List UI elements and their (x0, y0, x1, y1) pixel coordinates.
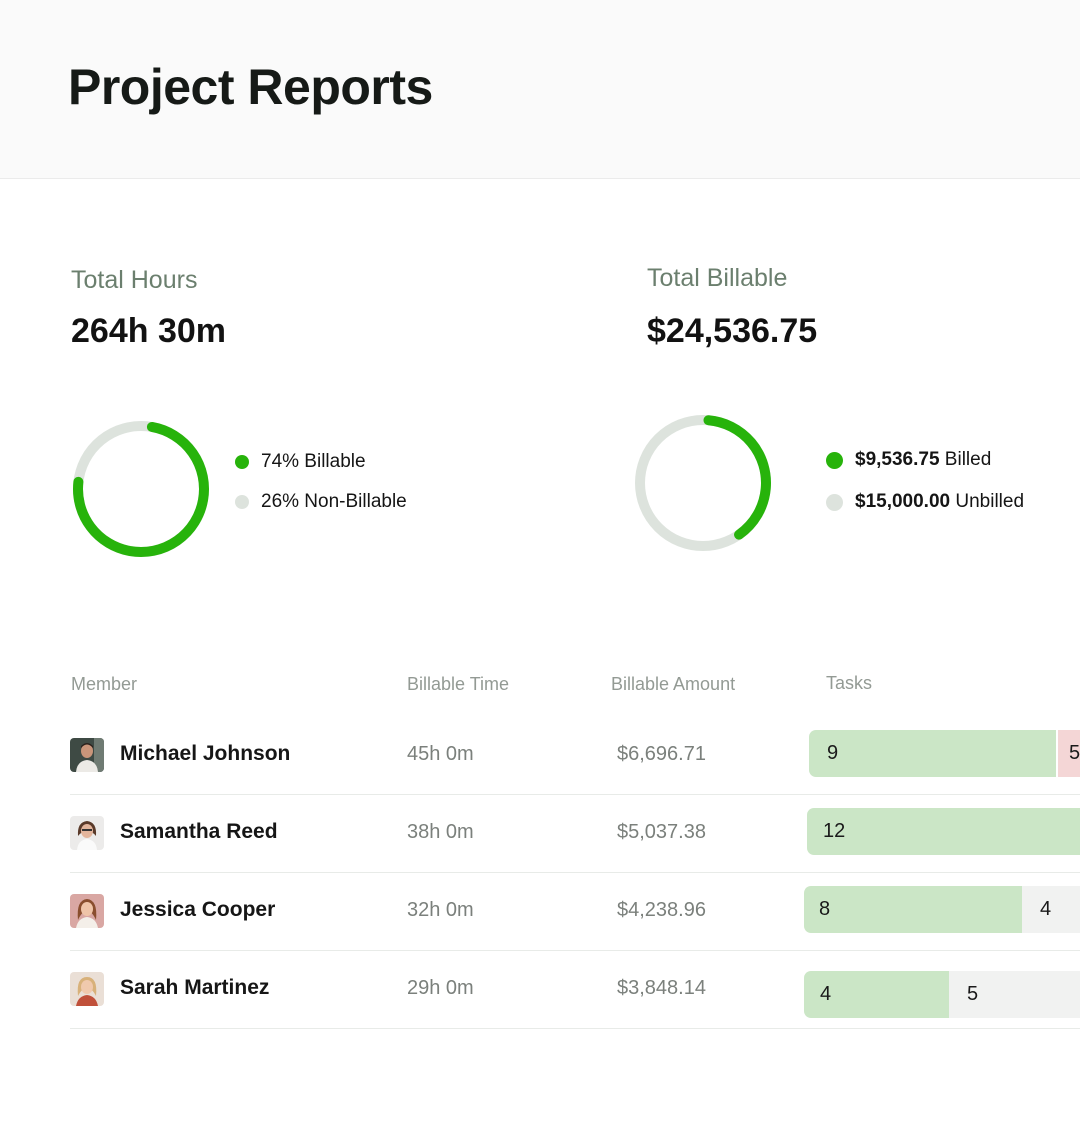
legend-unbilled-text: Unbilled (950, 491, 1025, 512)
avatar-jessica-icon (70, 894, 104, 928)
billable-amount-cell: $5,037.38 (617, 821, 706, 843)
member-name[interactable]: Michael Johnson (120, 742, 291, 765)
billable-donut-chart (635, 415, 771, 551)
avatar-samantha-icon (70, 816, 104, 850)
tasks-bar: 12 (807, 808, 1080, 855)
hours-donut-billable-arc (73, 421, 209, 557)
avatar (70, 972, 104, 1006)
billable-time-cell: 38h 0m (407, 821, 474, 843)
avatar-michael-icon (70, 738, 104, 772)
total-billable-value: $24,536.75 (647, 312, 818, 350)
legend-billed-amount: $9,536.75 (855, 449, 940, 470)
member-name[interactable]: Sarah Martinez (120, 976, 270, 999)
tasks-bar-first-segment: 4 (804, 971, 949, 1018)
table-row[interactable]: Sarah Martinez 29h 0m $3,848.14 4 5 (70, 950, 1080, 1029)
billable-amount-cell: $3,848.14 (617, 977, 706, 999)
legend-non-billable-text: 26% Non-Billable (261, 491, 407, 512)
billable-donut-billed-arc (635, 415, 771, 551)
billable-time-cell: 29h 0m (407, 977, 474, 999)
member-name[interactable]: Jessica Cooper (120, 898, 276, 921)
tasks-bar: 4 5 (804, 971, 1080, 1018)
page-header: Project Reports (0, 0, 1080, 179)
hours-donut-chart (73, 421, 209, 557)
billable-amount-cell: $4,238.96 (617, 899, 706, 921)
billable-time-cell: 32h 0m (407, 899, 474, 921)
tasks-bar-first-segment: 8 (804, 886, 1022, 933)
tasks-bar-second-segment: 4 (1022, 886, 1080, 933)
legend-billable-text: 74% Billable (261, 451, 366, 472)
table-row[interactable]: Samantha Reed 38h 0m $5,037.38 12 (70, 794, 1080, 873)
billable-amount-cell: $6,696.71 (617, 743, 706, 765)
member-name[interactable]: Samantha Reed (120, 820, 278, 843)
page-title: Project Reports (68, 59, 433, 115)
column-header-billable-time[interactable]: Billable Time (407, 674, 510, 694)
billable-time-cell: 45h 0m (407, 743, 474, 765)
avatar (70, 816, 104, 850)
non-billable-dot-icon (235, 495, 249, 509)
tasks-bar-second-segment: 5 (1056, 730, 1080, 777)
tasks-bar: 8 4 (804, 886, 1080, 933)
avatar (70, 894, 104, 928)
unbilled-dot-icon (826, 493, 843, 511)
column-header-tasks[interactable]: Tasks (826, 673, 873, 693)
table-row[interactable]: Jessica Cooper 32h 0m $4,238.96 8 4 (70, 872, 1080, 951)
legend-non-billable: 26% Non-Billable (235, 491, 407, 513)
tasks-bar-second-segment: 5 (949, 971, 1080, 1018)
legend-billed-text: Billed (939, 449, 992, 470)
legend-billable: 74% Billable (235, 451, 366, 473)
legend-unbilled-amount: $15,000.00 (855, 491, 951, 512)
total-hours-value: 264h 30m (71, 312, 226, 350)
table-row[interactable]: Michael Johnson 45h 0m $6,696.71 9 5 (70, 716, 1080, 795)
column-header-billable-amount[interactable]: Billable Amount (611, 674, 736, 694)
total-hours-label: Total Hours (71, 266, 198, 294)
avatar-sarah-icon (70, 972, 104, 1006)
tasks-bar-first-segment: 9 (809, 730, 1056, 777)
billable-dot-icon (235, 455, 249, 469)
legend-unbilled: $15,000.00 Unbilled (826, 491, 1024, 513)
avatar (70, 738, 104, 772)
tasks-bar: 9 5 (809, 730, 1080, 777)
legend-billed: $9,536.75 Billed (826, 449, 991, 471)
column-header-member[interactable]: Member (71, 674, 138, 694)
billed-dot-icon (826, 451, 843, 469)
tasks-bar-first-segment: 12 (807, 808, 1080, 855)
total-billable-label: Total Billable (647, 264, 788, 292)
